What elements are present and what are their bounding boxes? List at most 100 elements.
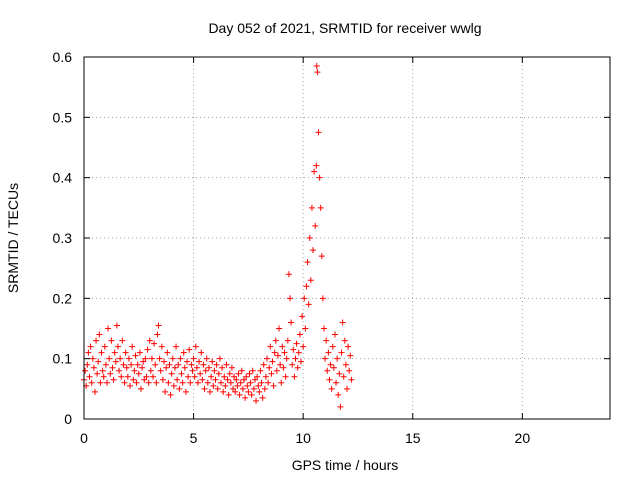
data-point — [270, 382, 277, 389]
data-point — [306, 235, 313, 241]
data-point — [96, 331, 103, 338]
data-point — [289, 361, 296, 368]
x-tick-label: 15 — [405, 430, 421, 446]
data-point — [238, 367, 245, 374]
data-point — [288, 319, 295, 326]
data-point — [168, 370, 175, 377]
data-point — [185, 373, 192, 380]
data-point — [230, 385, 237, 392]
data-point — [177, 355, 184, 362]
data-point — [294, 364, 301, 371]
data-point — [179, 379, 186, 386]
data-point — [182, 388, 189, 395]
data-point — [153, 379, 160, 386]
data-point — [110, 376, 117, 383]
data-point — [273, 367, 280, 374]
data-point — [348, 376, 355, 383]
data-point — [171, 364, 178, 371]
data-point — [320, 325, 327, 332]
x-axis-label: GPS time / hours — [292, 457, 399, 473]
data-point — [338, 349, 345, 356]
data-point — [127, 382, 134, 389]
data-point — [99, 367, 106, 374]
y-tick-label: 0.4 — [53, 170, 73, 186]
data-point — [82, 367, 89, 374]
data-point — [274, 352, 281, 359]
data-point — [186, 346, 193, 353]
x-tick-label: 0 — [80, 430, 88, 446]
data-point — [245, 388, 252, 395]
data-point — [108, 337, 115, 344]
data-point — [237, 379, 244, 386]
data-point — [254, 373, 261, 380]
data-point — [249, 367, 256, 374]
y-tick-label: 0.3 — [53, 230, 73, 246]
data-point — [342, 361, 349, 368]
data-point — [333, 379, 340, 386]
data-point — [329, 343, 336, 350]
data-point — [163, 364, 170, 371]
data-point — [232, 388, 239, 395]
data-point — [224, 376, 231, 383]
y-tick-label: 0.2 — [53, 290, 73, 306]
data-point — [234, 382, 241, 389]
plot-frame — [83, 56, 611, 420]
y-tick-label: 0.6 — [53, 49, 73, 65]
data-point — [91, 388, 98, 395]
data-point — [271, 349, 278, 356]
data-point — [157, 367, 164, 374]
data-point — [240, 376, 247, 383]
data-point — [162, 388, 169, 395]
data-point — [264, 355, 271, 362]
data-point — [129, 343, 136, 350]
data-point — [239, 385, 246, 392]
data-points — [81, 63, 355, 410]
data-point — [116, 367, 123, 374]
y-tick-label: 0.1 — [53, 351, 73, 367]
data-point — [346, 367, 353, 374]
y-axis-label: SRMTID / TECUs — [5, 183, 21, 293]
data-point — [141, 376, 148, 383]
data-point — [121, 379, 128, 386]
data-point — [94, 370, 101, 377]
data-point — [307, 277, 314, 284]
data-point — [85, 349, 92, 356]
data-point — [192, 343, 199, 350]
data-point — [199, 376, 206, 383]
data-point — [104, 379, 111, 386]
data-point — [255, 382, 262, 389]
data-point — [143, 373, 150, 380]
data-point — [145, 379, 152, 386]
data-point — [250, 385, 257, 392]
data-point — [290, 346, 297, 353]
data-point — [128, 361, 135, 368]
data-point — [125, 355, 132, 362]
data-point — [170, 382, 177, 389]
data-point — [287, 295, 294, 302]
data-point — [118, 373, 125, 380]
data-point — [144, 346, 151, 353]
data-point — [97, 379, 104, 386]
data-point — [207, 388, 214, 395]
data-point — [219, 364, 226, 371]
data-point — [194, 379, 201, 386]
data-point — [137, 385, 144, 392]
data-point — [164, 349, 171, 356]
data-point — [189, 367, 196, 374]
data-point — [244, 382, 251, 389]
data-point — [265, 379, 272, 386]
data-point — [212, 376, 219, 383]
data-point — [313, 63, 320, 70]
data-point — [109, 364, 116, 371]
data-point — [122, 349, 129, 356]
data-point — [209, 358, 216, 365]
data-point — [257, 367, 264, 374]
data-point — [319, 295, 326, 302]
data-point — [285, 271, 292, 278]
data-point — [277, 361, 284, 368]
data-point — [225, 391, 232, 398]
data-point — [135, 370, 142, 377]
data-point — [220, 388, 227, 395]
data-point — [318, 253, 325, 260]
data-point — [131, 367, 138, 374]
